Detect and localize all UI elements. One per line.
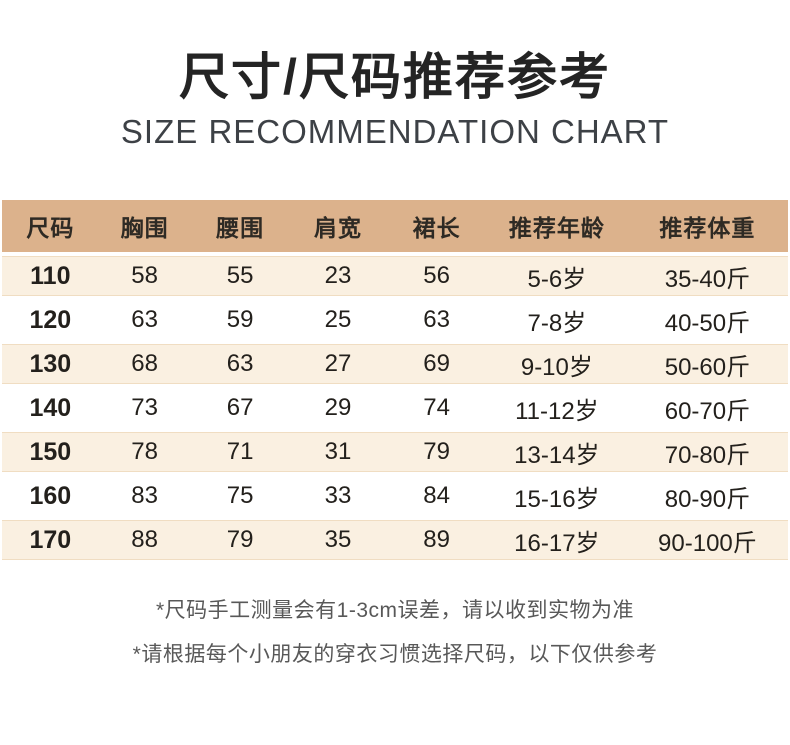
value-cell: 25 — [289, 300, 387, 341]
column-header-5: 裙长 — [386, 200, 487, 253]
size-cell: 110 — [2, 256, 99, 297]
value-cell: 79 — [386, 432, 487, 473]
size-cell: 140 — [2, 388, 99, 429]
value-cell: 68 — [98, 344, 191, 385]
table-row-size-120: 120 63 59 25 63 7-8岁 40-50斤 — [2, 300, 788, 341]
value-cell: 56 — [386, 256, 487, 297]
value-cell: 74 — [386, 388, 487, 429]
value-cell: 71 — [190, 432, 290, 473]
size-cell: 120 — [2, 300, 99, 341]
value-cell: 11-12岁 — [486, 388, 627, 429]
value-cell: 63 — [386, 300, 487, 341]
column-header-4: 肩宽 — [289, 200, 387, 253]
size-table: 尺码 胸围 腰围 肩宽 裙长 推荐年龄 推荐体重 110 58 55 23 56 5-6岁 35-40斤… — [2, 196, 788, 564]
value-cell: 33 — [289, 476, 387, 517]
value-cell: 55 — [190, 256, 290, 297]
value-cell: 23 — [289, 256, 387, 297]
table-row-size-160: 160 83 75 33 84 15-16岁 80-90斤 — [2, 476, 788, 517]
column-header-3: 腰围 — [190, 200, 290, 253]
table-row-size-170: 170 88 79 35 89 16-17岁 90-100斤 — [2, 520, 788, 561]
value-cell: 89 — [386, 520, 487, 561]
table-row-size-140: 140 73 67 29 74 11-12岁 60-70斤 — [2, 388, 788, 429]
value-cell: 50-60斤 — [626, 344, 788, 385]
value-cell: 16-17岁 — [486, 520, 627, 561]
size-cell: 170 — [2, 520, 99, 561]
value-cell: 31 — [289, 432, 387, 473]
value-cell: 69 — [386, 344, 487, 385]
value-cell: 73 — [98, 388, 191, 429]
value-cell: 13-14岁 — [486, 432, 627, 473]
note-size-selection: *请根据每个小朋友的穿衣习惯选择尺码，以下仅供参考 — [132, 643, 658, 667]
value-cell: 9-10岁 — [486, 344, 627, 385]
column-header-1: 尺码 — [2, 200, 99, 253]
value-cell: 15-16岁 — [486, 476, 627, 517]
value-cell: 58 — [98, 256, 191, 297]
value-cell: 84 — [386, 476, 487, 517]
column-header-2: 胸围 — [98, 200, 191, 253]
value-cell: 79 — [190, 520, 290, 561]
value-cell: 88 — [98, 520, 191, 561]
column-header-6: 推荐年龄 — [486, 200, 627, 253]
value-cell: 27 — [289, 344, 387, 385]
value-cell: 67 — [190, 388, 290, 429]
value-cell: 63 — [190, 344, 290, 385]
table-row-size-130: 130 68 63 27 69 9-10岁 50-60斤 — [2, 344, 788, 385]
table-row-size-150: 150 78 71 31 79 13-14岁 70-80斤 — [2, 432, 788, 473]
value-cell: 35-40斤 — [626, 256, 788, 297]
table-row-size-110: 110 58 55 23 56 5-6岁 35-40斤 — [2, 256, 788, 297]
value-cell: 63 — [98, 300, 191, 341]
size-chart-page: 尺寸/尺码推荐参考 SIZE RECOMMENDATION CHART 尺码 胸围… — [0, 48, 790, 745]
notes-section: *尺码手工测量会有1-3cm误差，请以收到实物为准 *请根据每个小朋友的穿衣习惯… — [0, 598, 790, 668]
value-cell: 35 — [289, 520, 387, 561]
value-cell: 5-6岁 — [486, 256, 627, 297]
value-cell: 75 — [190, 476, 290, 517]
note-measurement-tolerance: *尺码手工测量会有1-3cm误差，请以收到实物为准 — [155, 599, 634, 623]
value-cell: 78 — [98, 432, 191, 473]
value-cell: 80-90斤 — [626, 476, 788, 517]
value-cell: 70-80斤 — [626, 432, 788, 473]
table-header-row: 尺码 胸围 腰围 肩宽 裙长 推荐年龄 推荐体重 — [2, 200, 788, 253]
value-cell: 29 — [289, 388, 387, 429]
size-cell: 130 — [2, 344, 99, 385]
value-cell: 83 — [98, 476, 191, 517]
size-cell: 150 — [2, 432, 99, 473]
value-cell: 40-50斤 — [626, 300, 788, 341]
size-cell: 160 — [2, 476, 99, 517]
value-cell: 7-8岁 — [486, 300, 627, 341]
page-title: 尺寸/尺码推荐参考 — [179, 49, 611, 105]
value-cell: 90-100斤 — [626, 520, 788, 561]
value-cell: 60-70斤 — [626, 388, 788, 429]
column-header-7: 推荐体重 — [626, 200, 788, 253]
page-subtitle: SIZE RECOMMENDATION CHART — [120, 113, 670, 150]
value-cell: 59 — [190, 300, 290, 341]
table-body: 110 58 55 23 56 5-6岁 35-40斤 120 63 59 25 63 7-8岁 40-5… — [2, 256, 788, 561]
